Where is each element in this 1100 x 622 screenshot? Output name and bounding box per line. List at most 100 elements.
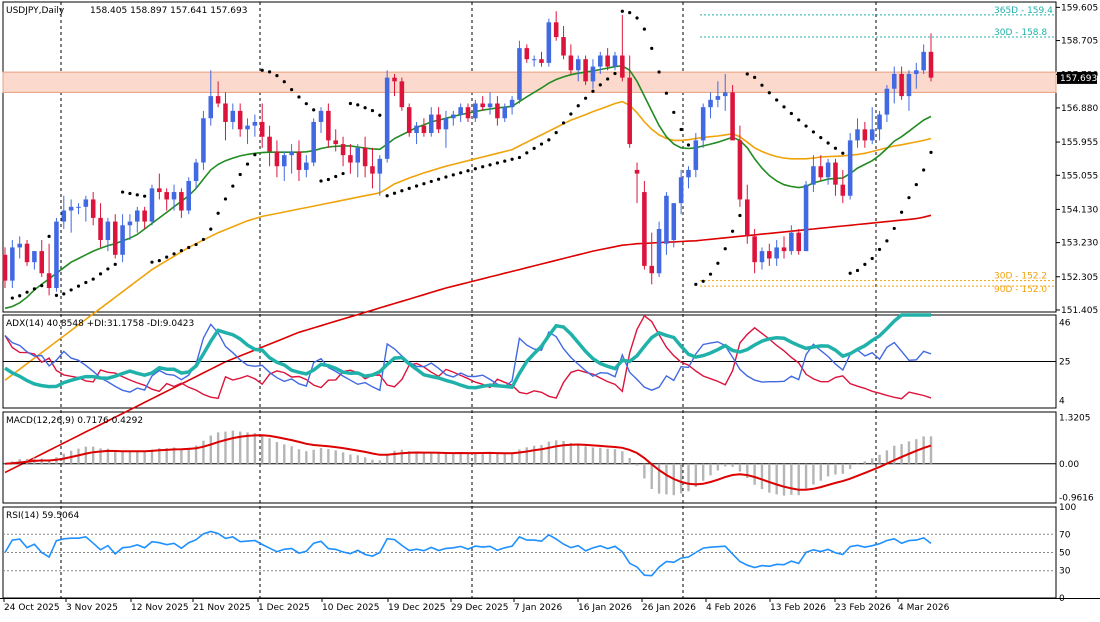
date-tick-label: 24 Oct 2025 <box>4 603 60 613</box>
date-tick-label: 1 Dec 2025 <box>258 603 310 613</box>
level-label: 30D - 152.2 <box>994 272 1047 282</box>
sar-dot <box>819 135 823 140</box>
minus-di-line <box>4 314 932 400</box>
candle-body <box>215 96 221 104</box>
sar-dot <box>789 111 793 116</box>
macd-bar <box>268 438 271 464</box>
ma-slow-line <box>4 214 932 474</box>
rsi-tick-label: 100 <box>1059 503 1076 513</box>
macd-bar <box>224 431 227 464</box>
sar-dot <box>231 184 235 188</box>
macd-bar <box>158 448 161 464</box>
current-price-tag <box>1057 71 1097 84</box>
macd-bar <box>826 463 830 477</box>
sar-dot <box>91 277 95 281</box>
sar-dot <box>892 226 896 231</box>
sar-dot <box>804 124 808 128</box>
sar-dot <box>539 142 544 146</box>
candle-body <box>46 273 52 289</box>
candle-body <box>105 221 111 241</box>
macd-bar <box>349 454 352 464</box>
sar-dot <box>187 245 191 250</box>
price-tick-label: 155.055 <box>1061 171 1098 181</box>
macd-bar <box>202 440 205 464</box>
sar-dot <box>525 151 529 155</box>
candle-body <box>68 206 74 211</box>
macd-bar <box>430 452 433 464</box>
macd-bar <box>753 463 756 485</box>
candle-body <box>61 210 67 222</box>
level-label: 365D - 159.4 <box>994 6 1053 16</box>
macd-bar <box>606 448 609 464</box>
macd-bar <box>885 450 889 464</box>
candle-body <box>634 169 640 174</box>
rsi-tick-label: 50 <box>1059 549 1071 559</box>
candle-body <box>362 147 368 167</box>
candle-body <box>179 192 184 211</box>
candle-body <box>642 192 647 266</box>
sar-dot <box>275 73 279 78</box>
sar-dot <box>326 177 330 182</box>
candle-body <box>193 162 199 181</box>
macd-bar <box>679 463 683 494</box>
candle-body <box>392 77 397 82</box>
sar-dot <box>554 131 558 135</box>
macd-bar <box>775 463 778 495</box>
macd-bar <box>547 441 551 464</box>
sar-dot <box>510 157 514 161</box>
macd-bar <box>768 463 771 493</box>
macd-bar <box>261 435 264 464</box>
candle-body <box>112 221 118 255</box>
sar-dot <box>473 167 477 171</box>
adx-tick-label: 46 <box>1059 318 1071 328</box>
macd-bar <box>635 463 639 466</box>
sar-dot <box>642 27 646 31</box>
sar-dot <box>907 196 911 200</box>
candle-body <box>54 221 59 289</box>
sar-dot <box>201 237 206 242</box>
macd-bar <box>540 445 543 464</box>
candle-body <box>311 121 316 163</box>
macd-bar <box>106 448 110 464</box>
date-tick-label: 3 Nov 2025 <box>66 603 118 613</box>
candle-body <box>245 125 250 130</box>
candle-body <box>774 247 779 259</box>
macd-bar <box>907 441 911 464</box>
candle-body <box>818 166 824 178</box>
sar-dot <box>238 172 242 177</box>
macd-bar <box>231 430 235 464</box>
macd-bar <box>584 446 587 464</box>
candle-body <box>744 199 750 237</box>
macd-bar <box>91 446 95 464</box>
date-tick-label: 29 Dec 2025 <box>451 603 509 613</box>
candle-body <box>237 110 243 130</box>
sar-dot <box>312 108 316 112</box>
macd-bar <box>929 436 933 464</box>
sar-dot <box>304 102 308 106</box>
macd-bar <box>900 444 903 464</box>
sar-dot <box>495 161 499 165</box>
candle-body <box>539 59 544 63</box>
sar-dot <box>40 284 44 288</box>
macd-bar <box>643 463 646 479</box>
candle-body <box>473 103 478 119</box>
sar-dot <box>569 112 573 116</box>
candle-body <box>414 125 419 134</box>
sar-dot <box>466 169 470 173</box>
macd-bar <box>694 463 698 487</box>
ohlc-label: 158.405 158.897 157.641 157.693 <box>90 6 247 16</box>
candle-body <box>451 114 456 119</box>
candle-body <box>789 232 794 252</box>
candle-body <box>781 247 787 252</box>
plus-di-line <box>4 323 932 393</box>
candle-body <box>495 103 500 119</box>
sar-dot <box>194 242 198 247</box>
macd-bar <box>466 453 470 464</box>
level-label: 90D - 152.0 <box>994 285 1047 295</box>
sar-dot <box>826 141 830 145</box>
sar-dot <box>753 75 757 79</box>
price-tick-label: 158.705 <box>1061 37 1098 47</box>
candle-body <box>487 103 493 108</box>
sar-dot <box>341 171 345 176</box>
macd-bar <box>327 449 330 464</box>
